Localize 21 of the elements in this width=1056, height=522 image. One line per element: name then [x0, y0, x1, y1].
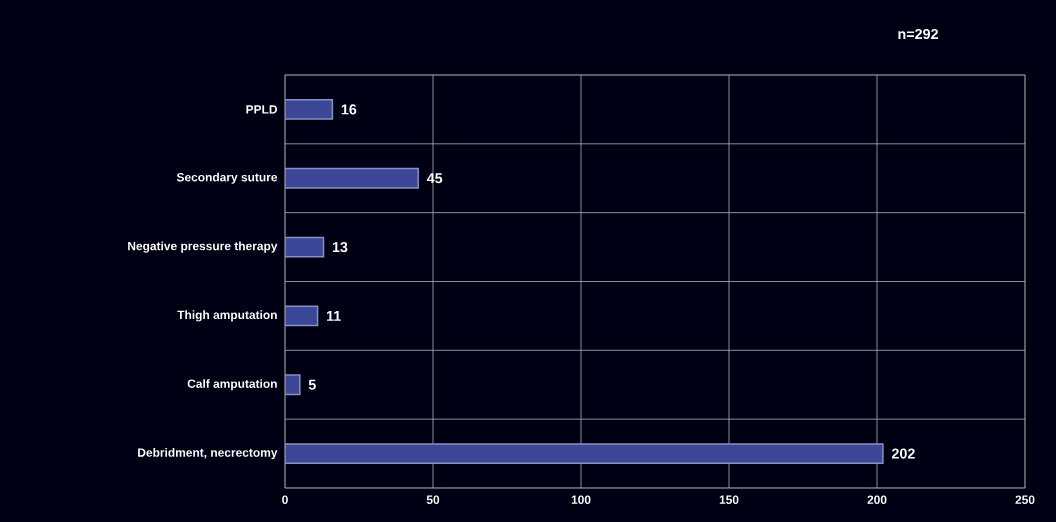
- data-label: 5: [308, 379, 316, 390]
- bar: [285, 236, 325, 258]
- data-label: 45: [426, 173, 443, 184]
- text: n=292: [898, 28, 938, 40]
- y-tick-label: PPLD: [246, 105, 277, 114]
- x-tick-label: 250: [1015, 495, 1035, 504]
- y-tick-label: Calf amputation: [187, 379, 277, 391]
- bar: [285, 167, 419, 189]
- x-tick-label: 0: [282, 495, 288, 504]
- y-tick-label: Thigh amputation: [177, 310, 277, 322]
- x-tick-label: 200: [867, 495, 887, 504]
- data-label: 11: [326, 310, 341, 321]
- x-tick-label: 150: [719, 495, 739, 504]
- y-tick-label: Secondary suture: [176, 172, 278, 184]
- data-label: 16: [341, 104, 357, 115]
- x-tick-label: 50: [426, 495, 440, 504]
- x-tick-label: 100: [571, 495, 591, 504]
- data-label: 13: [332, 241, 348, 253]
- y-tick-label: Negative pressure therapy: [128, 241, 278, 253]
- data-label: 202: [891, 448, 915, 459]
- y-tick-label: Debridment, necrectomy: [138, 448, 278, 460]
